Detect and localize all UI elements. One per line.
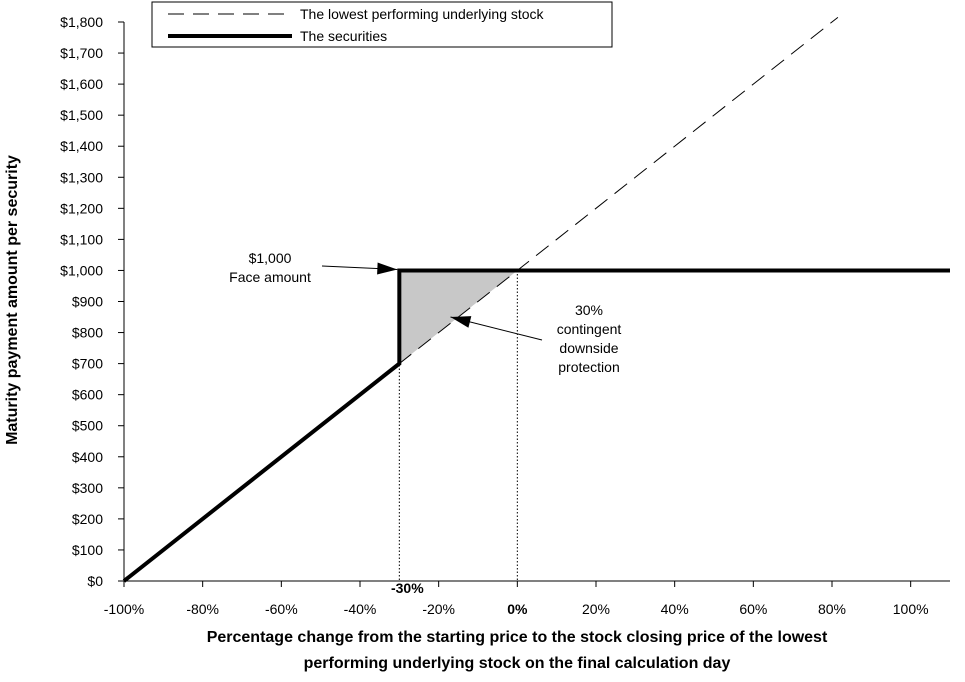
axes: $0 $100 $200 $300 $400 $500 $600 $700 $800 $900 $1… — [60, 14, 950, 617]
y-tick-label: $1,700 — [60, 45, 103, 61]
legend-box — [151, 1, 613, 48]
x-tick-label: 0% — [507, 601, 528, 617]
annotation-protection-text: downside — [559, 340, 618, 356]
annotation-protection-arrow-head — [450, 316, 472, 328]
x-tick-label: -60% — [265, 601, 298, 617]
y-tick-label: $200 — [72, 511, 103, 527]
y-tick-label: $500 — [72, 418, 103, 434]
y-tick-label: $0 — [87, 573, 103, 589]
y-tick-label: $800 — [72, 325, 103, 341]
annotation-face-text: $1,000 — [249, 250, 292, 266]
y-tick-label: $1,100 — [60, 231, 103, 247]
x-tick-label: 40% — [661, 601, 689, 617]
y-tick-label: $900 — [72, 294, 103, 310]
annotation-face-arrow-head — [377, 262, 398, 275]
annotation-protection-text: 30% — [575, 302, 603, 318]
y-tick-label: $400 — [72, 449, 103, 465]
legend-label-1: The securities — [300, 28, 387, 44]
y-tick-label: $1,800 — [60, 14, 103, 30]
annotation-protection-text: contingent — [557, 321, 622, 337]
x-tick-label: -100% — [104, 601, 144, 617]
x-tick-label: -40% — [344, 601, 377, 617]
annotation-protection-text: protection — [558, 359, 619, 375]
x-tick-label: -20% — [422, 601, 455, 617]
x-tick-label: 20% — [582, 601, 610, 617]
y-tick-label: $1,400 — [60, 138, 103, 154]
x-tick-label: 60% — [739, 601, 767, 617]
y-tick-label: $1,500 — [60, 107, 103, 123]
legend: The lowest performing underlying stock Th… — [151, 1, 613, 48]
annotation-face-text: Face amount — [229, 269, 311, 285]
y-tick-label: $1,600 — [60, 76, 103, 92]
y-tick-label: $700 — [72, 356, 103, 372]
reference-lines — [398, 270, 518, 581]
y-tick-label: $1,200 — [60, 200, 103, 216]
annotations: $1,000 Face amount 30% contingent downside pr… — [229, 250, 621, 375]
y-tick-label: $100 — [72, 542, 103, 558]
y-tick-label: $300 — [72, 480, 103, 496]
y-tick-label: $1,000 — [60, 262, 103, 278]
x-tick-label: 80% — [818, 601, 846, 617]
y-tick-label: $600 — [72, 387, 103, 403]
y-axis-title: Maturity payment amount per security — [4, 155, 21, 445]
x-tick-label: -80% — [186, 601, 219, 617]
x-axis-title-line-2: performing underlying stock on the final… — [304, 655, 731, 672]
x-tick-label: 100% — [893, 601, 929, 617]
legend-label-0: The lowest performing underlying stock — [300, 6, 545, 22]
x-axis-title-line-1: Percentage change from the starting pric… — [207, 629, 828, 646]
series-lines — [122, 16, 950, 583]
series-securities-line — [122, 268, 950, 583]
x-extra-label: -30% — [391, 580, 424, 596]
y-tick-label: $1,300 — [60, 169, 103, 185]
